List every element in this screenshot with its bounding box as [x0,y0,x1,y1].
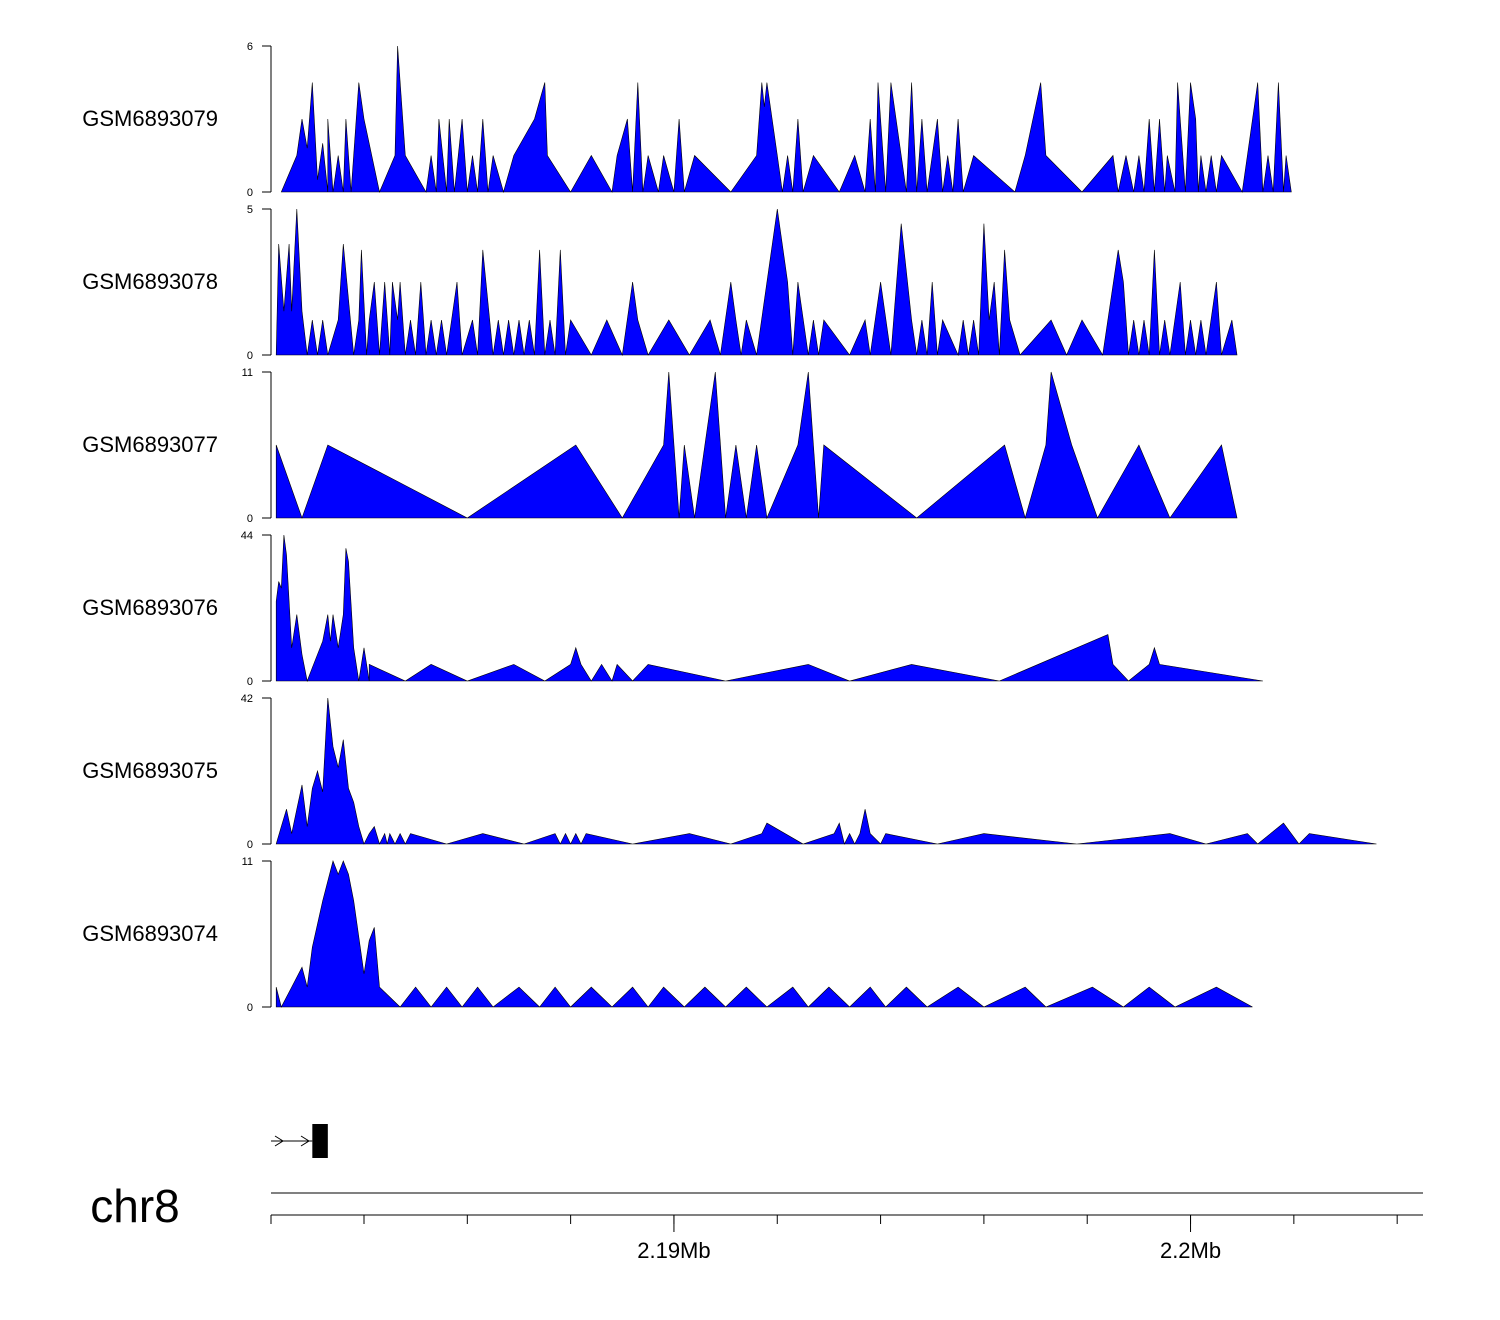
track-GSM6893079: GSM6893079 6 0 [82,41,1292,199]
x-tick-label: 2.2Mb [1160,1238,1221,1263]
y-tick-label-min: 0 [247,350,253,362]
x-tick-label: 2.19Mb [637,1238,710,1263]
coverage-tracks: GSM689307960GSM689307850GSM6893077110GSM… [82,41,1377,1014]
track-GSM6893074: GSM6893074 11 0 [82,856,1253,1014]
track-GSM6893078: GSM6893078 5 0 [82,204,1238,362]
track-GSM6893075: GSM6893075 42 0 [82,693,1377,851]
y-tick-label-max: 5 [247,204,253,216]
y-tick-label-max: 11 [242,856,253,868]
track-label: GSM6893076 [82,595,218,620]
y-tick-label-min: 0 [247,513,253,525]
track-label: GSM6893077 [82,432,218,457]
y-tick-label-min: 0 [247,1002,253,1014]
y-tick-label-min: 0 [247,676,253,688]
coverage-area [275,860,1253,1008]
exon-block [312,1124,328,1158]
coverage-area [275,534,1263,683]
track-label: GSM6893074 [82,921,218,946]
track-GSM6893077: GSM6893077 11 0 [82,367,1238,525]
track-label: GSM6893079 [82,106,218,131]
y-tick-label-max: 11 [242,367,253,379]
genomic-axis: 2.19Mb 2.2Mb [270,1192,1423,1263]
y-tick-label-max: 44 [241,530,253,542]
coverage-area [280,45,1292,194]
track-label: GSM6893075 [82,758,218,783]
track-label: GSM6893078 [82,269,218,294]
coverage-area [275,208,1238,357]
y-tick-label-max: 42 [241,693,253,705]
strand-arrow-icon [274,1135,284,1147]
y-tick-label-max: 6 [247,41,253,53]
chromosome-label: chr8 [90,1180,179,1232]
track-GSM6893076: GSM6893076 44 0 [82,530,1263,688]
gene-model [271,1124,328,1158]
y-tick-label-min: 0 [247,839,253,851]
strand-arrow-icon [300,1135,310,1147]
coverage-area [275,371,1238,520]
y-tick-label-min: 0 [247,187,253,199]
coverage-area [275,697,1377,845]
